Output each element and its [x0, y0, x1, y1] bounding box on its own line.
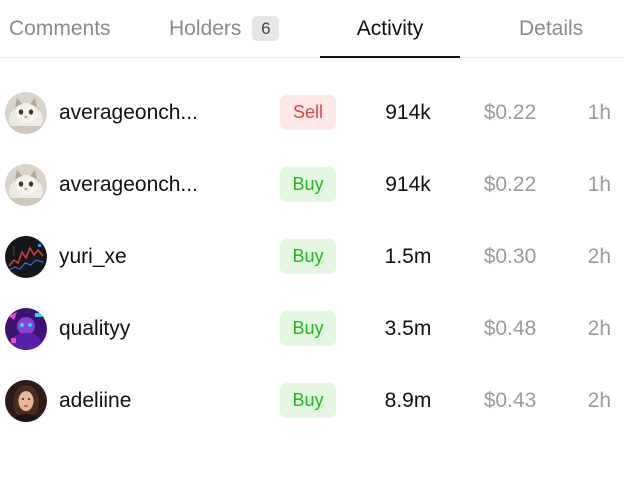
neon-avatar-image: [5, 308, 47, 350]
token-amount: 3.5m: [384, 317, 432, 340]
trade-type-label: Sell: [292, 102, 323, 122]
token-amount: 914k: [385, 173, 431, 196]
tab-details[interactable]: Details: [519, 0, 583, 57]
trade-time: 2h: [587, 389, 611, 412]
buy-badge: Buy: [280, 383, 336, 418]
neon-avatar[interactable]: [5, 308, 47, 350]
token-amount: 914k: [385, 101, 431, 124]
tab-holders[interactable]: Holders 6: [169, 0, 280, 57]
portrait-avatar-image: [5, 380, 47, 422]
activity-row: averageonch... Sell 914k $0.22 1h: [0, 90, 624, 136]
tab-holders-label: Holders: [169, 16, 242, 40]
trade-type-label: Buy: [292, 174, 324, 194]
trade-price: $0.48: [483, 317, 537, 340]
cat-avatar-image: [5, 92, 47, 134]
username[interactable]: qualityy: [59, 317, 131, 340]
trade-price: $0.43: [483, 389, 537, 412]
trade-time: 1h: [587, 173, 611, 196]
username[interactable]: adeliine: [59, 389, 132, 412]
token-amount: 8.9m: [384, 389, 432, 412]
trade-type-label: Buy: [292, 318, 324, 338]
trade-price: $0.22: [483, 173, 537, 196]
activity-row: yuri_xe Buy 1.5m $0.30 2h: [0, 234, 624, 280]
trade-type-label: Buy: [292, 390, 324, 410]
tab-activity-label: Activity: [356, 16, 424, 40]
trade-price: $0.22: [483, 101, 537, 124]
buy-badge: Buy: [280, 311, 336, 346]
tab-comments-label: Comments: [9, 16, 111, 40]
tab-comments[interactable]: Comments: [9, 0, 111, 57]
trade-time: 2h: [587, 317, 611, 340]
cat-avatar-image: [5, 164, 47, 206]
holders-count-badge: 6: [252, 16, 280, 41]
sell-badge: Sell: [280, 95, 336, 130]
tab-details-label: Details: [519, 16, 584, 40]
buy-badge: Buy: [280, 167, 336, 202]
portrait-avatar[interactable]: [5, 380, 47, 422]
token-amount: 1.5m: [384, 245, 432, 268]
trade-type-label: Buy: [292, 246, 324, 266]
chart-avatar[interactable]: [5, 236, 47, 278]
username[interactable]: averageonch...: [59, 101, 198, 124]
buy-badge: Buy: [280, 239, 336, 274]
cat-avatar[interactable]: [5, 92, 47, 134]
chart-avatar-image: [5, 236, 47, 278]
trade-price: $0.30: [483, 245, 537, 268]
trade-time: 2h: [587, 245, 611, 268]
activity-row: averageonch... Buy 914k $0.22 1h: [0, 162, 624, 208]
activity-row: qualityy Buy 3.5m $0.48 2h: [0, 306, 624, 352]
cat-avatar[interactable]: [5, 164, 47, 206]
username[interactable]: yuri_xe: [59, 245, 127, 268]
tab-bar: Comments Holders 6 Activity Details: [0, 0, 624, 58]
tab-activity[interactable]: Activity: [320, 0, 460, 58]
activity-row: adeliine Buy 8.9m $0.43 2h: [0, 378, 624, 424]
trade-time: 1h: [587, 101, 611, 124]
username[interactable]: averageonch...: [59, 173, 198, 196]
